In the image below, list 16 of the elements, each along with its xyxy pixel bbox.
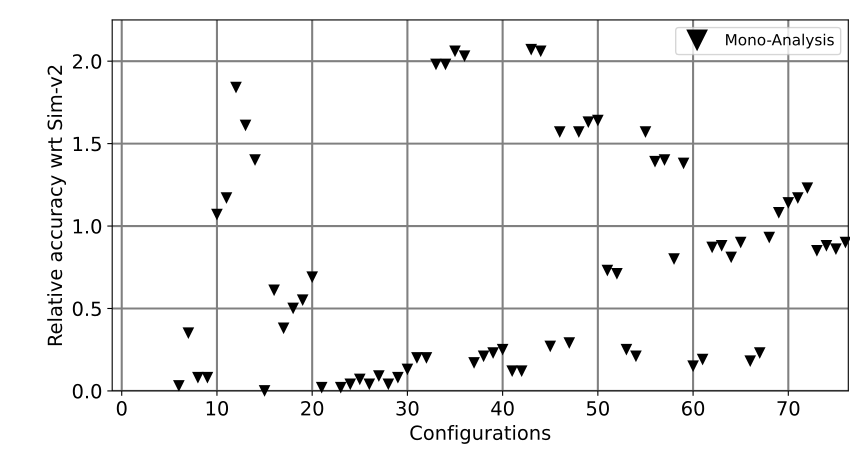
y-axis-title: Relative accuracy wrt Sim-v2 xyxy=(47,66,66,346)
x-tick-label: 60 xyxy=(682,400,704,416)
y-tick-label: 1.5 xyxy=(74,136,101,152)
legend-label: Mono-Analysis xyxy=(726,34,834,48)
x-tick-label: 70 xyxy=(778,400,800,416)
y-tick-label: 0.5 xyxy=(72,301,101,316)
y-tick-label: 2.0 xyxy=(72,54,102,69)
x-tick-label: 40 xyxy=(491,400,514,416)
x-tick-label: 20 xyxy=(301,400,324,416)
y-tick-label: 1.0 xyxy=(74,219,102,234)
x-tick-label: 10 xyxy=(206,400,228,416)
x-axis-title: Configurations xyxy=(410,425,550,444)
y-tick-label: 0.0 xyxy=(72,384,102,399)
x-tick-label: 30 xyxy=(396,400,418,416)
x-tick-label: 50 xyxy=(586,400,609,416)
x-tick-label: 0 xyxy=(116,400,127,416)
